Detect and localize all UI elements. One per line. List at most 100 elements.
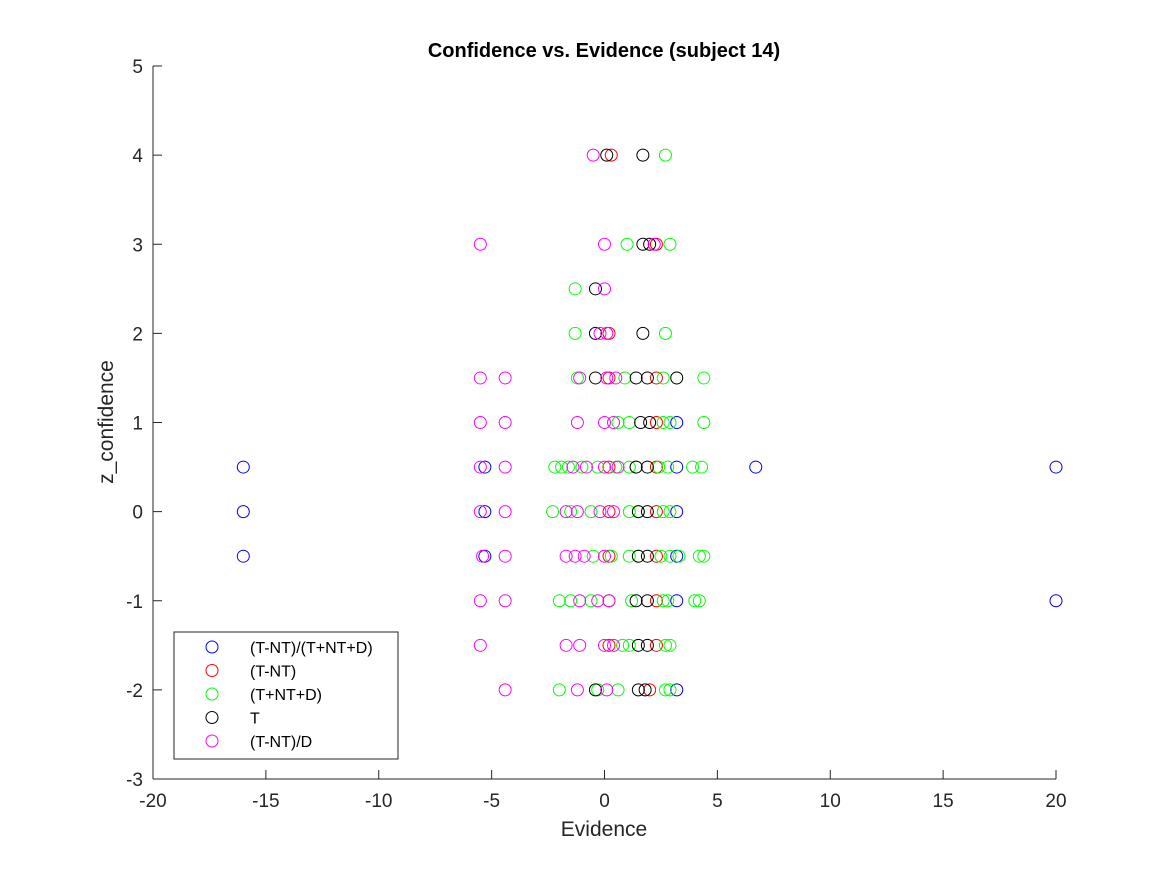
data-point bbox=[588, 683, 602, 697]
data-point bbox=[636, 326, 650, 340]
data-point bbox=[236, 460, 250, 474]
data-point bbox=[629, 594, 643, 608]
data-point bbox=[591, 460, 605, 474]
data-point bbox=[647, 237, 661, 251]
legend-label: T bbox=[250, 711, 260, 728]
data-point bbox=[663, 505, 677, 519]
data-point bbox=[611, 683, 625, 697]
data-point bbox=[631, 505, 645, 519]
data-point bbox=[670, 683, 684, 697]
x-tick-label: 5 bbox=[712, 791, 723, 812]
data-point bbox=[593, 505, 607, 519]
data-point bbox=[600, 683, 614, 697]
data-point bbox=[643, 683, 657, 697]
data-point bbox=[568, 326, 582, 340]
data-point bbox=[620, 237, 634, 251]
data-point bbox=[498, 460, 512, 474]
data-point bbox=[697, 416, 711, 429]
data-point bbox=[618, 371, 632, 385]
data-point bbox=[649, 549, 663, 563]
data-point bbox=[609, 371, 623, 385]
data-point bbox=[564, 594, 578, 608]
data-point bbox=[640, 371, 654, 385]
data-point bbox=[670, 460, 684, 474]
data-point bbox=[656, 594, 670, 608]
data-point bbox=[236, 549, 250, 563]
data-point bbox=[498, 683, 512, 697]
data-point bbox=[658, 148, 672, 162]
x-tick-label: 10 bbox=[820, 791, 841, 812]
legend-label: (T-NT)/D bbox=[250, 734, 312, 751]
data-point bbox=[602, 505, 616, 519]
y-tick-label: -3 bbox=[126, 770, 143, 791]
data-point bbox=[697, 549, 711, 563]
data-point bbox=[1049, 460, 1063, 474]
data-point bbox=[658, 638, 672, 652]
data-point bbox=[636, 237, 650, 251]
data-point bbox=[548, 460, 562, 474]
data-point bbox=[573, 638, 587, 652]
x-tick-label: 20 bbox=[1045, 791, 1066, 812]
data-point bbox=[649, 371, 663, 385]
data-point bbox=[561, 460, 575, 474]
data-point bbox=[688, 594, 702, 608]
data-point bbox=[640, 594, 654, 608]
data-point bbox=[670, 371, 684, 385]
data-point bbox=[598, 638, 611, 652]
y-ticks: -3 -2 -1 0 1 2 3 4 5 bbox=[126, 57, 162, 791]
data-point bbox=[686, 460, 700, 474]
data-point bbox=[663, 549, 677, 563]
data-point bbox=[640, 549, 654, 563]
series-0 bbox=[236, 416, 1063, 697]
data-point bbox=[566, 460, 580, 474]
data-point bbox=[616, 638, 630, 652]
data-point bbox=[593, 326, 607, 340]
data-point bbox=[652, 460, 666, 474]
data-point bbox=[670, 416, 684, 429]
data-point bbox=[579, 460, 593, 474]
data-point bbox=[498, 416, 512, 429]
y-tick-label: 4 bbox=[132, 146, 143, 167]
x-ticks: -20 -15 -10 -5 0 5 10 15 20 bbox=[139, 770, 1067, 812]
data-point bbox=[570, 416, 584, 429]
data-point bbox=[670, 594, 684, 608]
data-point bbox=[473, 505, 487, 519]
data-point bbox=[622, 416, 636, 429]
data-point bbox=[622, 505, 636, 519]
y-tick-label: -2 bbox=[126, 681, 143, 702]
data-point bbox=[591, 594, 605, 608]
y-tick-label: 0 bbox=[132, 503, 143, 524]
data-point bbox=[473, 460, 487, 474]
data-point bbox=[607, 416, 621, 429]
data-points bbox=[236, 148, 1063, 697]
data-point bbox=[649, 416, 663, 429]
data-point bbox=[573, 371, 587, 385]
data-point bbox=[658, 683, 672, 697]
data-point bbox=[622, 638, 636, 652]
data-point bbox=[697, 371, 711, 385]
data-point bbox=[600, 148, 614, 162]
data-point bbox=[602, 460, 616, 474]
data-point bbox=[473, 371, 487, 385]
y-tick-label: 1 bbox=[132, 414, 143, 435]
data-point bbox=[607, 505, 621, 519]
data-point bbox=[622, 549, 636, 563]
data-point bbox=[629, 460, 643, 474]
y-tick-label: 2 bbox=[132, 324, 143, 345]
x-tick-label: -20 bbox=[139, 791, 166, 812]
data-point bbox=[236, 505, 250, 519]
data-point bbox=[588, 371, 602, 385]
data-point bbox=[602, 638, 616, 652]
data-point bbox=[629, 371, 643, 385]
data-point bbox=[559, 549, 573, 563]
legend-marker bbox=[205, 711, 219, 724]
data-point bbox=[473, 638, 487, 652]
data-point bbox=[625, 594, 639, 608]
data-point bbox=[636, 148, 650, 162]
data-point bbox=[692, 549, 706, 563]
data-point bbox=[604, 148, 618, 162]
data-point bbox=[658, 326, 672, 340]
data-point bbox=[634, 416, 648, 429]
data-point bbox=[656, 416, 670, 429]
data-point bbox=[498, 549, 512, 563]
